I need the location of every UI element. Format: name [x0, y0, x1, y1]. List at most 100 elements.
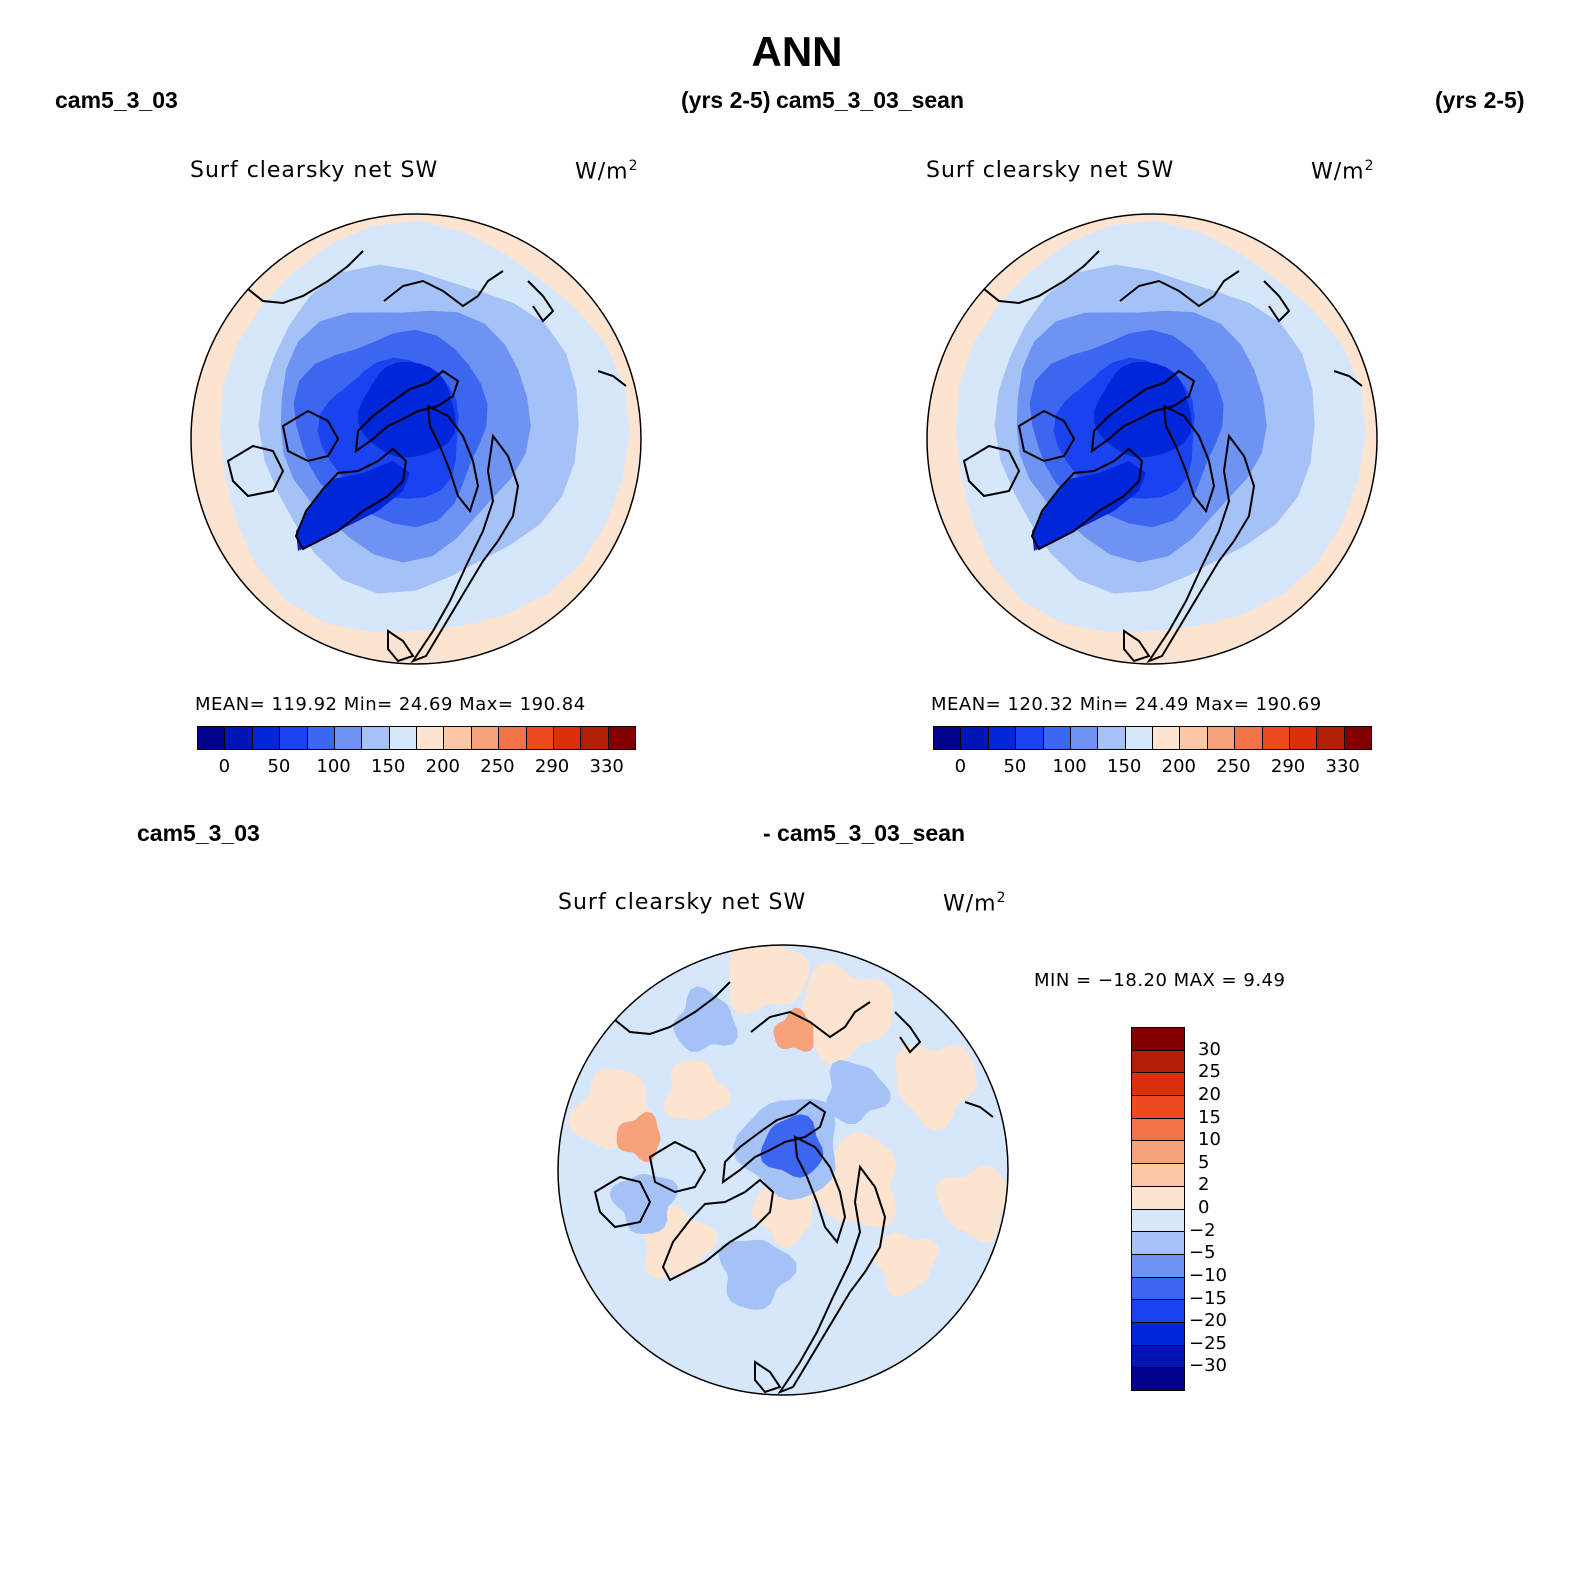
- colorbar-swatch: [526, 727, 554, 749]
- coastline: [793, 1135, 847, 1245]
- coastline: [527, 280, 555, 323]
- map-border: [557, 944, 1009, 1396]
- coastline: [962, 444, 1021, 498]
- colorbar-swatch: [1132, 1254, 1184, 1278]
- colorbar-swatch: [280, 727, 308, 749]
- colorbar-swatch: [1132, 1345, 1184, 1369]
- colorbar-swatch: [608, 727, 635, 749]
- colorbar-swatch: [334, 727, 363, 749]
- panel-stats: MIN = −18.20 MAX = 9.49: [1034, 970, 1286, 991]
- colorbar-swatch: [1132, 1073, 1184, 1097]
- coastline: [426, 404, 480, 514]
- colorbar-swatch: [1132, 1300, 1184, 1323]
- colorbar: [197, 726, 636, 750]
- coastline: [983, 250, 1100, 305]
- colorbar-swatch: [1132, 1232, 1184, 1255]
- colorbar-tick-label: 250: [1216, 756, 1251, 777]
- colorbar-swatch: [1207, 727, 1236, 749]
- colorbar-swatch: [1125, 727, 1153, 749]
- map-border: [190, 213, 642, 665]
- colorbar-swatch: [1262, 727, 1290, 749]
- polar-map-test: [926, 213, 1378, 665]
- colorbar-swatch: [198, 727, 226, 749]
- colorbar-tick-label: 0: [218, 756, 231, 777]
- panel-title: Surf clearsky net SW: [558, 890, 807, 915]
- field-strong-positive: [616, 1111, 661, 1163]
- field-negative-anomaly: [826, 1059, 891, 1124]
- coastline: [1333, 370, 1363, 387]
- coastline: [1123, 629, 1151, 663]
- map-field: [558, 945, 1008, 1395]
- top-right-case-label: cam5_3_03_sean: [776, 87, 964, 113]
- field-positive-anomaly: [801, 1131, 897, 1228]
- coastline: [281, 409, 340, 463]
- colorbar-swatch: [1132, 1186, 1184, 1210]
- coastline: [721, 1100, 827, 1185]
- colorbar-swatch: [389, 727, 417, 749]
- map-field: [927, 214, 1377, 664]
- colorbar-tick-label: 15: [1198, 1106, 1221, 1128]
- colorbar-tick-label: 330: [1325, 756, 1360, 777]
- coastline: [597, 370, 627, 387]
- coastline: [777, 1164, 887, 1395]
- colorbar-swatch: [1235, 727, 1263, 749]
- colorbar-tick-label: 150: [371, 756, 406, 777]
- colorbar-swatch: [471, 727, 500, 749]
- field-positive-anomaly: [751, 1182, 814, 1249]
- colorbar-tick-label: 330: [589, 756, 624, 777]
- colorbar-swatch: [1132, 1368, 1184, 1390]
- panel-stats: MEAN= 120.32 Min= 24.49 Max= 190.69: [931, 694, 1322, 715]
- field-negative-anomaly: [718, 1239, 797, 1310]
- colorbar-swatch: [961, 727, 989, 749]
- top-right-years-label: (yrs 2-5): [1435, 87, 1525, 113]
- colorbar-tick-label: 0: [1198, 1197, 1210, 1218]
- coastline: [964, 1101, 994, 1118]
- difference-colorbar: [1131, 1027, 1185, 1391]
- colorbar-tick-label: 200: [1161, 756, 1196, 777]
- colorbar-tick-label: 2: [1198, 1174, 1210, 1196]
- colorbar-tick-label: −5: [1189, 1242, 1216, 1264]
- field-negative-anomaly: [609, 1173, 678, 1234]
- colorbar-tick-label: 20: [1198, 1083, 1221, 1105]
- colorbar-swatch: [1016, 727, 1044, 749]
- colorbar-tick-label: −15: [1189, 1287, 1227, 1309]
- polar-map-control: [190, 213, 642, 665]
- panel-units: W/m2: [943, 890, 1007, 917]
- field-positive-anomaly: [802, 963, 893, 1066]
- main-title: ANN: [751, 28, 843, 75]
- polar-map-difference: [557, 944, 1009, 1396]
- colorbar-swatch: [1132, 1028, 1184, 1051]
- colorbar-tick-label: −30: [1189, 1355, 1227, 1377]
- colorbar-swatch: [1132, 1050, 1184, 1074]
- colorbar-swatch: [1344, 727, 1371, 749]
- panel-stats: MEAN= 119.92 Min= 24.69 Max= 190.84: [195, 694, 586, 715]
- colorbar: [933, 726, 1372, 750]
- panel-title: Surf clearsky net SW: [190, 158, 439, 183]
- coastline: [648, 1140, 707, 1194]
- colorbar-swatch: [1132, 1277, 1184, 1301]
- colorbar-tick-label: 100: [316, 756, 351, 777]
- colorbar-tick-label: 150: [1107, 756, 1142, 777]
- colorbar-swatch: [553, 727, 582, 749]
- field-greenland-low: [1032, 461, 1146, 551]
- coastline: [1146, 433, 1256, 664]
- coastline: [661, 1178, 775, 1282]
- panel-units: W/m2: [1311, 158, 1375, 185]
- field-positive-anomaly: [663, 1060, 731, 1121]
- field-band-25: [1094, 361, 1193, 458]
- panel-title: Surf clearsky net SW: [926, 158, 1175, 183]
- colorbar-tick-label: 10: [1198, 1129, 1221, 1151]
- field-negative-anomaly: [673, 986, 738, 1052]
- colorbar-swatch: [1317, 727, 1345, 749]
- field-band-25: [358, 361, 457, 458]
- colorbar-tick-label: 200: [425, 756, 460, 777]
- colorbar-tick-label: 50: [267, 756, 291, 777]
- colorbar-swatch: [417, 727, 445, 749]
- colorbar-swatch: [1132, 1209, 1184, 1233]
- colorbar-swatch: [1070, 727, 1099, 749]
- colorbar-swatch: [1289, 727, 1318, 749]
- colorbar-swatch: [1132, 1141, 1184, 1165]
- coastline: [410, 433, 520, 664]
- coastline: [754, 1360, 782, 1394]
- field-greenland-low: [296, 461, 410, 551]
